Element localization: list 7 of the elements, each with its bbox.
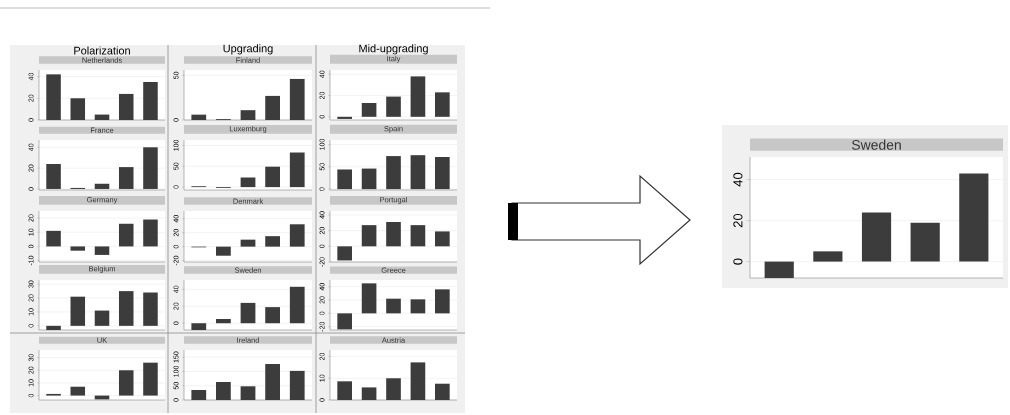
chart-title: Sweden <box>851 139 901 150</box>
text: Polarization <box>74 46 130 55</box>
y-tick-label: 40 <box>733 172 743 187</box>
text: Mid-upgrading <box>359 44 428 55</box>
text: Upgrading <box>223 44 273 55</box>
y-tick-label: 20 <box>733 213 743 228</box>
y-tick-label: 0 <box>733 258 743 265</box>
